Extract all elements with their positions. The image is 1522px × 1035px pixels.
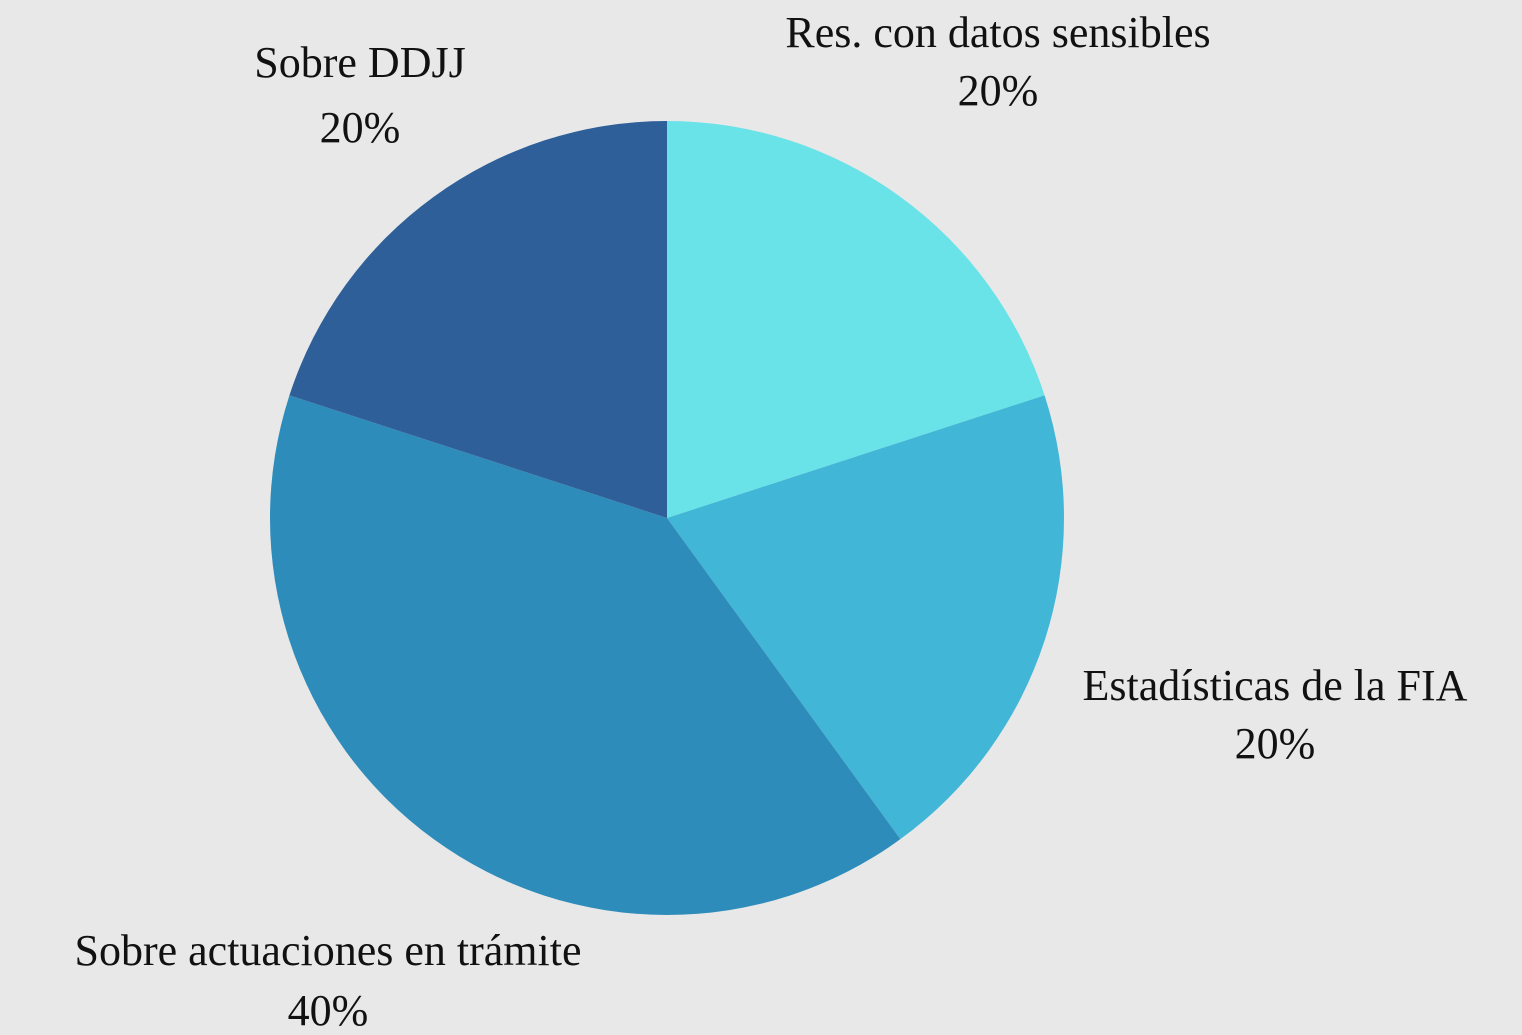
slice-label: Sobre DDJJ [254, 38, 465, 87]
slice-label: Res. con datos sensibles [785, 8, 1210, 57]
pie-slice [667, 395, 1064, 840]
pie-slice [269, 395, 901, 915]
pie-slice [667, 121, 1045, 518]
slice-value-label: 40% [288, 986, 369, 1035]
pie-slice [289, 121, 667, 518]
slice-value-label: 20% [320, 103, 401, 152]
slice-label: Estadísticas de la FIA [1083, 661, 1468, 710]
slice-value-label: 20% [1235, 719, 1316, 768]
slice-label: Sobre actuaciones en trámite [74, 926, 581, 975]
slice-value-label: 20% [958, 66, 1039, 115]
